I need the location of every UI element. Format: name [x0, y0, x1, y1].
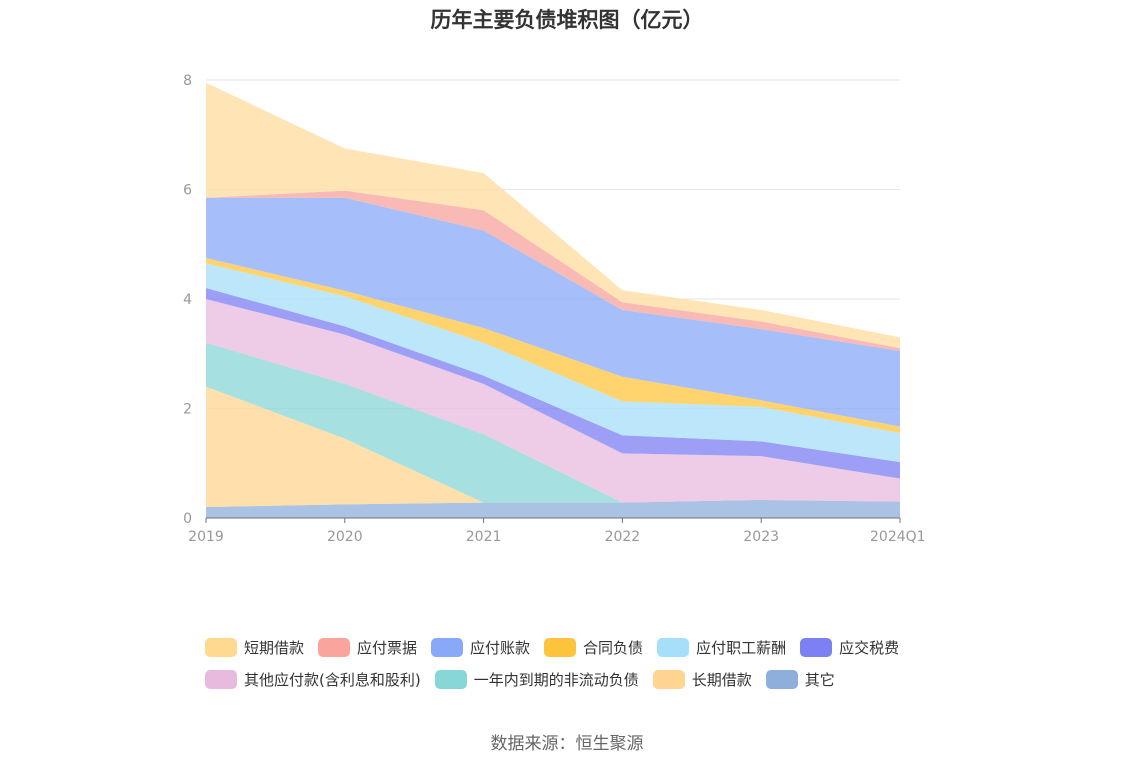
area-series-7	[206, 197, 900, 427]
legend-label: 短期借款	[244, 638, 305, 657]
legend-swatch	[544, 637, 577, 657]
legend-label: 应付账款	[470, 638, 531, 657]
area-series-5	[206, 263, 900, 463]
area-series	[206, 82, 900, 518]
legend-row: 其他应付款(含利息和股利) 一年内到期的非流动负债 长期借款 其它	[205, 663, 965, 695]
x-tick-label: 2023	[743, 529, 779, 545]
area-series-6	[206, 257, 900, 434]
legend-item[interactable]: 其他应付款(含利息和股利)	[205, 669, 421, 690]
area-series-2	[206, 342, 900, 503]
chart-title: 历年主要负债堆积图（亿元）	[430, 8, 704, 32]
legend-label: 应交税费	[839, 638, 900, 657]
legend-swatch	[652, 669, 685, 689]
legend-swatch	[657, 637, 690, 657]
x-tick-label: 2019	[188, 529, 224, 545]
legend-label: 一年内到期的非流动负债	[473, 670, 639, 689]
x-tick-label: 2020	[327, 529, 363, 545]
x-tick-label: 2024Q1	[870, 529, 926, 545]
x-tick-label: 2022	[605, 529, 641, 545]
legend-label: 其它	[804, 670, 835, 689]
legend-label: 应付职工薪酬	[696, 638, 787, 657]
legend-swatch	[434, 669, 467, 689]
legend-item[interactable]: 应交税费	[800, 637, 899, 658]
legend-row: 短期借款 应付票据 应付账款 合同负债 应付职工薪酬 应交税费	[205, 631, 965, 663]
legend-swatch	[431, 637, 464, 657]
y-tick-label: 0	[183, 511, 192, 527]
legend-item[interactable]: 一年内到期的非流动负债	[434, 669, 639, 690]
y-tick-label: 2	[183, 402, 192, 418]
legend-label: 其他应付款(含利息和股利)	[244, 670, 421, 689]
y-tick-label: 8	[183, 73, 192, 89]
area-series-3	[206, 299, 900, 503]
legend-item[interactable]: 应付职工薪酬	[657, 637, 786, 658]
legend-item[interactable]: 应付票据	[318, 637, 417, 658]
legend-label: 应付票据	[357, 638, 418, 657]
area-series-1	[206, 386, 900, 508]
area-series-0	[206, 499, 900, 518]
legend-swatch	[205, 669, 237, 689]
legend-item[interactable]: 其它	[765, 669, 835, 690]
source-note: 数据来源：恒生聚源	[490, 734, 644, 754]
legend: 短期借款 应付票据 应付账款 合同负债 应付职工薪酬 应交税费其他应付款(含利息和股利) 一…	[205, 631, 965, 695]
legend-swatch	[765, 669, 798, 689]
legend-item[interactable]: 长期借款	[652, 669, 752, 690]
legend-item[interactable]: 短期借款	[205, 637, 304, 658]
stacked-area-chart: 0 2 4 6 8 2019 2020 2021 2022 2023 2024Q1	[183, 73, 925, 545]
legend-swatch	[800, 637, 833, 657]
area-series-8	[206, 190, 900, 352]
legend-swatch	[318, 637, 351, 657]
legend-item[interactable]: 合同负债	[544, 637, 643, 658]
axes: 0 2 4 6 8 2019 2020 2021 2022 2023 2024Q1	[183, 73, 925, 545]
legend-label: 长期借款	[691, 670, 752, 689]
x-tick-label: 2021	[466, 529, 502, 545]
y-tick-label: 4	[183, 292, 192, 308]
area-series-4	[206, 288, 900, 479]
y-tick-label: 6	[183, 183, 192, 199]
legend-label: 合同负债	[583, 638, 644, 657]
legend-item[interactable]: 应付账款	[431, 637, 530, 658]
legend-swatch	[205, 637, 237, 657]
